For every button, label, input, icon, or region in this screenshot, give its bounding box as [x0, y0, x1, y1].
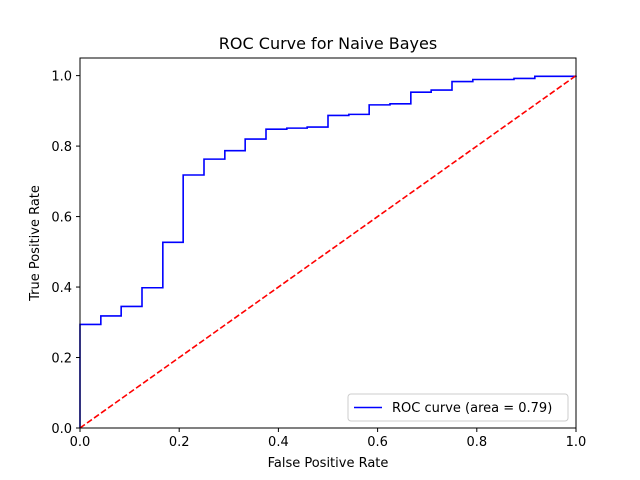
- legend-entry-roc: ROC curve (area = 0.79): [392, 401, 552, 416]
- ticks-layer: 0.0 0.2 0.4 0.6 0.8 1.0 0.0 0.2 0.4 0.6 0.8 1.0: [51, 70, 586, 450]
- x-tick-label: 0.4: [268, 435, 289, 450]
- y-tick-label: 0.2: [51, 352, 72, 367]
- x-axis-label: False Positive Rate: [268, 456, 389, 471]
- y-tick-label: 1.0: [51, 70, 72, 85]
- legend-box: [347, 393, 569, 422]
- y-tick-label: 0.4: [51, 281, 72, 296]
- y-axis-label: True Positive Rate: [28, 185, 43, 302]
- y-tick-label: 0.6: [51, 211, 72, 226]
- x-tick-label: 1.0: [566, 435, 587, 450]
- x-tick-label: 0.0: [70, 435, 91, 450]
- x-tick-label: 0.2: [169, 435, 190, 450]
- plot-layer: [79, 74, 577, 429]
- legend: ROC curve (area = 0.79): [347, 393, 569, 422]
- x-tick-label: 0.6: [367, 435, 388, 450]
- y-tick-label: 0.0: [51, 422, 72, 437]
- y-tick-label: 0.8: [51, 140, 72, 155]
- roc-curve-line: [79, 75, 577, 428]
- plot-frame: [79, 57, 577, 429]
- x-tick-label: 0.8: [466, 435, 487, 450]
- chance-diagonal-line: [79, 74, 577, 429]
- chart-title: ROC Curve for Naive Bayes: [219, 34, 437, 53]
